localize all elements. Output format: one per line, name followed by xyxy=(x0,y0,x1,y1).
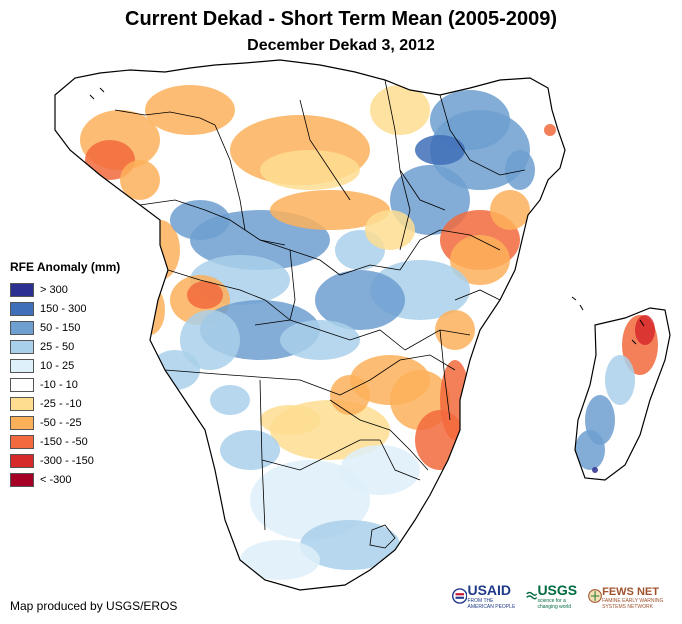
anomaly-patch xyxy=(145,85,235,135)
anomaly-patch xyxy=(505,150,535,190)
fewsnet-wordmark: FEWS NET xyxy=(602,586,659,598)
anomaly-patch xyxy=(250,460,370,540)
anomaly-patch xyxy=(240,540,320,580)
anomaly-patch xyxy=(635,315,655,345)
legend-label: -50 - -25 xyxy=(40,416,82,429)
anomaly-patch xyxy=(270,190,390,230)
legend-label: -25 - -10 xyxy=(40,397,82,410)
legend-row: 150 - 300 xyxy=(10,299,120,318)
legend-label: -300 - -150 xyxy=(40,454,94,467)
anomaly-patch xyxy=(280,320,360,360)
usgs-wordmark: USGS xyxy=(537,582,578,598)
legend-label: > 300 xyxy=(40,283,68,296)
legend-label: 50 - 150 xyxy=(40,321,81,334)
anomaly-patch xyxy=(605,355,635,405)
legend-swatch xyxy=(10,415,34,430)
legend-swatch xyxy=(10,339,34,354)
legend-label: -10 - 10 xyxy=(40,378,78,391)
anomaly-patch xyxy=(180,310,240,370)
legend-swatch xyxy=(10,282,34,297)
usaid-tagline: FROM THE AMERICAN PEOPLE xyxy=(467,598,516,610)
legend-label: < -300 xyxy=(40,473,72,486)
usaid-seal-icon xyxy=(452,588,468,604)
small-islands xyxy=(89,87,645,345)
legend-swatch xyxy=(10,358,34,373)
legend-row: 10 - 25 xyxy=(10,356,120,375)
anomaly-patch xyxy=(260,405,320,435)
anomaly-patch xyxy=(575,430,605,470)
map-title: Current Dekad - Short Term Mean (2005-20… xyxy=(125,8,557,30)
anomaly-patch xyxy=(120,160,160,200)
usaid-wordmark: USAID xyxy=(467,582,512,598)
agency-logos: USAID FROM THE AMERICAN PEOPLE USGS scie… xyxy=(452,582,682,610)
legend-row: 25 - 50 xyxy=(10,337,120,356)
legend-row: < -300 xyxy=(10,470,120,489)
fewsnet-tagline: FAMINE EARLY WARNING SYSTEMS NETWORK xyxy=(602,598,664,610)
legend-swatch xyxy=(10,472,34,487)
anomaly-patch xyxy=(435,310,475,350)
anomaly-patch xyxy=(170,200,230,240)
anomaly-patch xyxy=(415,135,465,165)
map-credit: Map produced by USGS/EROS xyxy=(10,599,178,613)
anomaly-patch xyxy=(544,124,556,136)
anomaly-patch xyxy=(85,140,135,180)
fewsnet-logo: FEWS NET FAMINE EARLY WARNING SYSTEMS NE… xyxy=(588,582,682,610)
legend-swatch xyxy=(10,396,34,411)
legend: RFE Anomaly (mm) > 300 150 - 300 50 - 150 2… xyxy=(10,260,120,489)
legend-row: -10 - 10 xyxy=(10,375,120,394)
anomaly-patch xyxy=(365,210,415,250)
legend-label: 10 - 25 xyxy=(40,359,75,372)
legend-label: 150 - 300 xyxy=(40,302,87,315)
anomaly-patch xyxy=(390,165,470,235)
anomaly-patch xyxy=(315,270,405,330)
legend-items: > 300 150 - 300 50 - 150 25 - 50 10 - 25 -10 … xyxy=(10,280,120,489)
anomaly-patch xyxy=(370,85,430,135)
legend-row: > 300 xyxy=(10,280,120,299)
legend-swatch xyxy=(10,320,34,335)
anomaly-patch xyxy=(340,445,420,495)
map-subtitle: December Dekad 3, 2012 xyxy=(247,37,435,54)
usgs-wave-icon xyxy=(526,591,538,600)
usgs-tagline: science for a changing world xyxy=(537,598,572,610)
anomaly-patch xyxy=(220,430,280,470)
legend-row: -50 - -25 xyxy=(10,413,120,432)
usgs-logo: USGS science for a changing world xyxy=(526,582,582,610)
legend-swatch xyxy=(10,377,34,392)
anomaly-patch xyxy=(490,190,530,230)
legend-label: -150 - -50 xyxy=(40,435,88,448)
legend-title: RFE Anomaly (mm) xyxy=(10,260,121,274)
legend-row: -25 - -10 xyxy=(10,394,120,413)
country-borders xyxy=(114,79,526,549)
anomaly-patch xyxy=(187,281,223,309)
fewsnet-globe-icon xyxy=(588,589,602,603)
legend-swatch xyxy=(10,301,34,316)
legend-row: -300 - -150 xyxy=(10,451,120,470)
legend-label: 25 - 50 xyxy=(40,340,75,353)
usaid-logo: USAID FROM THE AMERICAN PEOPLE xyxy=(452,582,520,610)
anomaly-fields xyxy=(80,85,658,580)
legend-swatch xyxy=(10,434,34,449)
anomaly-patch xyxy=(330,375,370,415)
legend-swatch xyxy=(10,453,34,468)
anomaly-patch xyxy=(300,520,400,570)
anomaly-patch xyxy=(260,150,360,190)
coastline xyxy=(54,59,671,591)
legend-row: -150 - -50 xyxy=(10,432,120,451)
anomaly-patch xyxy=(210,385,250,415)
anomaly-patch xyxy=(592,467,598,473)
legend-row: 50 - 150 xyxy=(10,318,120,337)
